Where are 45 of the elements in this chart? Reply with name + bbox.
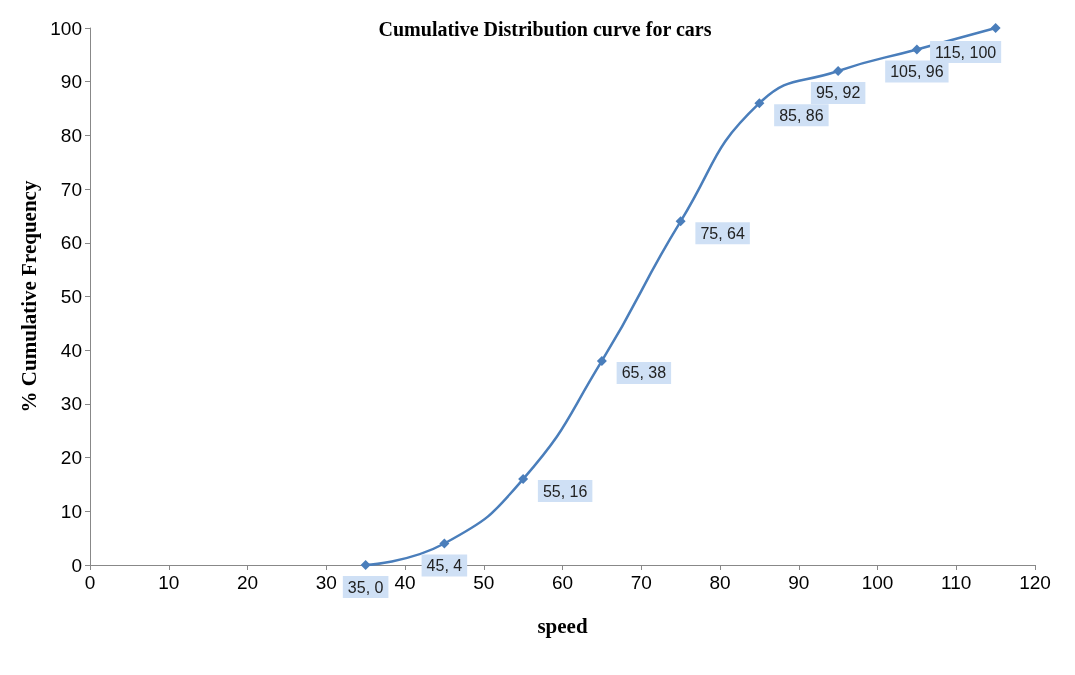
x-tick-label: 90 xyxy=(788,572,810,593)
data-label: 55, 16 xyxy=(542,482,588,500)
y-axis-title: % Cumulative Frequency xyxy=(16,180,41,413)
x-tick-label: 70 xyxy=(630,572,652,593)
x-tick-label: 10 xyxy=(158,572,180,593)
point xyxy=(596,355,607,366)
y-tick-label: 30 xyxy=(60,393,82,415)
point xyxy=(990,23,1001,33)
chart-title: Cumulative Distribution curve for cars xyxy=(378,18,712,40)
data-label: 115, 100 xyxy=(935,43,997,61)
y-tick-label: 100 xyxy=(50,17,82,39)
point xyxy=(911,44,922,55)
data-label: 105, 96 xyxy=(890,62,944,80)
x-tick-label: 120 xyxy=(1019,572,1051,593)
data-label: 95, 92 xyxy=(815,84,861,102)
point xyxy=(754,98,765,109)
y-tick-label: 90 xyxy=(60,71,82,93)
x-tick-label: 60 xyxy=(551,572,574,593)
point xyxy=(360,560,371,570)
y-tick-label: 40 xyxy=(60,339,82,361)
x-axis-title: speed xyxy=(537,613,588,638)
y-tick-label: 0 xyxy=(71,554,82,576)
point xyxy=(833,65,844,76)
x-tick-label: 20 xyxy=(236,572,259,593)
y-tick-label: 80 xyxy=(60,124,82,146)
y-tick-label: 50 xyxy=(60,286,82,307)
data-label: 65, 38 xyxy=(621,364,667,382)
y-tick-label: 60 xyxy=(60,232,82,254)
x-tick-label: 80 xyxy=(709,572,731,593)
x-tick-label: 50 xyxy=(473,572,495,593)
y-tick-label: 10 xyxy=(60,500,82,522)
data-label: 35, 0 xyxy=(347,578,384,596)
y-tick-label: 20 xyxy=(60,447,82,469)
x-tick-label: 100 xyxy=(861,572,894,593)
point xyxy=(518,474,529,485)
point xyxy=(439,538,450,549)
data-label: 45, 4 xyxy=(426,557,463,575)
point xyxy=(675,216,686,227)
x-tick-label: 0 xyxy=(84,572,96,593)
data-label: 85, 86 xyxy=(779,106,824,124)
x-tick-label: 40 xyxy=(394,572,416,593)
x-tick-label: 110 xyxy=(941,572,972,593)
y-tick-label: 70 xyxy=(60,178,82,200)
data-label: 75, 64 xyxy=(700,224,745,242)
x-tick-label: 30 xyxy=(315,572,337,593)
